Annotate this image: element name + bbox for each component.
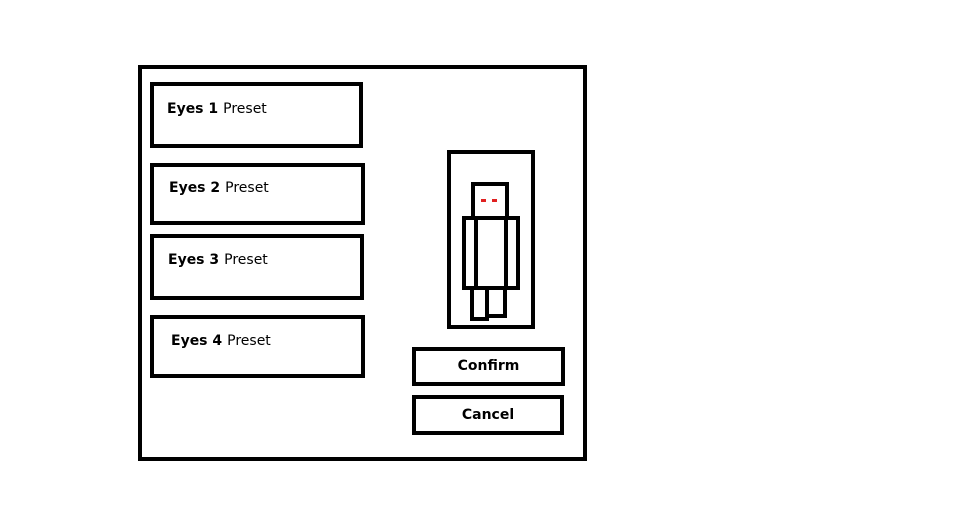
preset-eyes-2[interactable]: Eyes 2 Preset xyxy=(150,163,365,225)
cancel-button-label: Cancel xyxy=(461,407,515,423)
figure-left-leg xyxy=(470,286,489,321)
preset-eyes-3-label: Eyes 3 Preset xyxy=(168,252,268,268)
preset-eyes-3-name: Eyes 3 xyxy=(168,252,220,268)
figure-torso xyxy=(474,216,508,290)
preset-eyes-3-suffix: Preset xyxy=(224,252,268,268)
figure-right-leg xyxy=(485,286,507,318)
figure-left-eye xyxy=(481,199,486,202)
eye-preset-dialog: Eyes 1 Preset Eyes 2 Preset Eyes 3 Preset E… xyxy=(138,65,587,461)
preset-eyes-1-name: Eyes 1 xyxy=(167,101,219,117)
preset-eyes-4-suffix: Preset xyxy=(227,333,271,349)
character-figure-icon xyxy=(462,182,520,321)
preset-eyes-2-label: Eyes 2 Preset xyxy=(169,180,269,196)
character-preview xyxy=(447,150,535,329)
cancel-button[interactable]: Cancel xyxy=(412,395,564,435)
preset-eyes-4[interactable]: Eyes 4 Preset xyxy=(150,315,365,378)
preset-eyes-1-label: Eyes 1 Preset xyxy=(167,101,267,117)
preset-eyes-4-label: Eyes 4 Preset xyxy=(171,333,271,349)
preset-eyes-4-name: Eyes 4 xyxy=(171,333,223,349)
preset-eyes-1-suffix: Preset xyxy=(223,101,267,117)
preset-eyes-1[interactable]: Eyes 1 Preset xyxy=(150,82,363,148)
confirm-button[interactable]: Confirm xyxy=(412,347,565,386)
figure-head xyxy=(471,182,509,220)
figure-right-eye xyxy=(492,199,497,202)
preset-eyes-3[interactable]: Eyes 3 Preset xyxy=(150,234,364,300)
confirm-button-label: Confirm xyxy=(457,358,520,374)
preset-eyes-2-suffix: Preset xyxy=(225,180,269,196)
preset-eyes-2-name: Eyes 2 xyxy=(169,180,221,196)
